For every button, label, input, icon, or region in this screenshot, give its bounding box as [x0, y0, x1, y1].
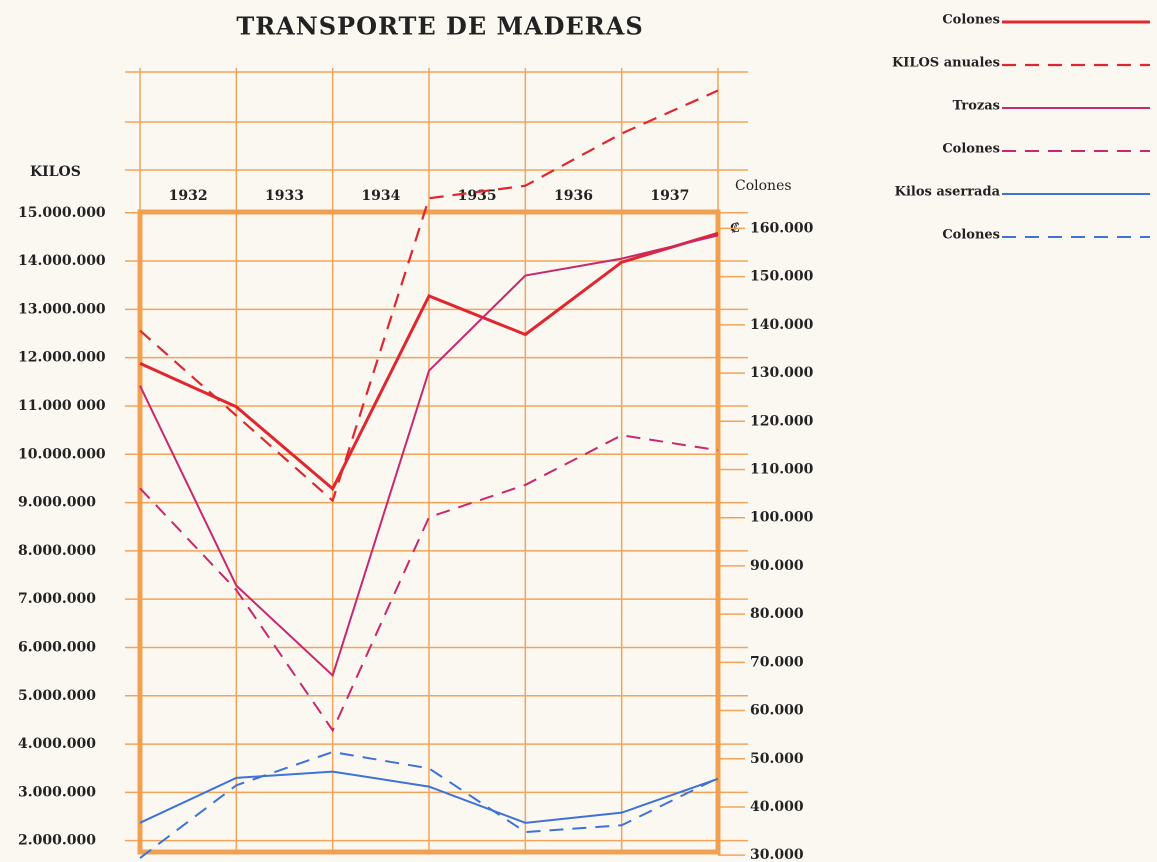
legend-label: Colones: [942, 142, 1000, 157]
y2-tick-label: 150.000: [750, 269, 814, 285]
y-tick-label: 9.000.000: [18, 495, 96, 511]
y2-axis-label: Colones: [735, 178, 792, 194]
y-tick-label: 3.000.000: [18, 784, 96, 800]
y2-tick-label: 100.000: [750, 510, 814, 526]
series-line: [139, 89, 719, 503]
legend-label: Kilos aserrada: [895, 185, 1001, 200]
y-tick-label: 13.000.000: [18, 301, 106, 317]
legend-label: KILOS anuales: [892, 56, 1000, 71]
y-tick-label: 8.000.000: [18, 543, 96, 559]
y-tick-label: 14.000.000: [18, 253, 106, 269]
chart-title: TRANSPORTE DE MADERAS: [236, 12, 643, 41]
series-line: [139, 750, 719, 859]
y-tick-label: 4.000.000: [18, 736, 96, 752]
y-tick-label: 10.000.000: [18, 446, 106, 462]
series-line: [139, 770, 719, 824]
legend-label: Colones: [942, 228, 1000, 243]
y-tick-label: 2.000.000: [18, 833, 96, 849]
y2-tick-label: 110.000: [750, 461, 814, 477]
y-tick-label: 11.000 000: [18, 398, 106, 414]
series-line: [139, 231, 719, 492]
y2-tick-label: 50.000: [750, 751, 804, 767]
series-line: [139, 434, 719, 733]
x-tick-label: 1935: [458, 188, 497, 204]
y-tick-label: 12.000.000: [18, 350, 106, 366]
x-tick-label: 1934: [361, 188, 400, 204]
y2-tick-label: 40.000: [750, 799, 804, 815]
y2-tick-label: 90.000: [750, 558, 804, 574]
x-tick-label: 1937: [650, 188, 689, 204]
y-tick-label: 7.000.000: [18, 591, 96, 607]
y-tick-label: 15.000.000: [18, 205, 106, 221]
y2-tick-label: 130.000: [750, 365, 814, 381]
legend-label: Trozas: [953, 99, 1000, 114]
y2-tick-label: 80.000: [750, 606, 804, 622]
plot-frame: [137, 209, 721, 855]
y2-tick-label: 140.000: [750, 317, 814, 333]
upper-grid: [125, 71, 748, 171]
y2-tick-label: 160.000: [750, 220, 814, 236]
y-tick-label: 6.000.000: [18, 639, 96, 655]
y-tick-label: 5.000.000: [18, 688, 96, 704]
x-tick-label: 1933: [265, 188, 304, 204]
y2-tick-label: 60.000: [750, 703, 804, 719]
y2-tick-label: 70.000: [750, 654, 804, 670]
y2-tick-label: 120.000: [750, 413, 814, 429]
y-axis-label: KILOS: [30, 164, 81, 180]
x-tick-label: 1936: [554, 188, 593, 204]
x-tick-label: 1932: [169, 188, 208, 204]
y2-tick-label: 30.000: [750, 847, 804, 862]
series-line: [139, 234, 719, 678]
legend-label: Colones: [942, 13, 1000, 28]
